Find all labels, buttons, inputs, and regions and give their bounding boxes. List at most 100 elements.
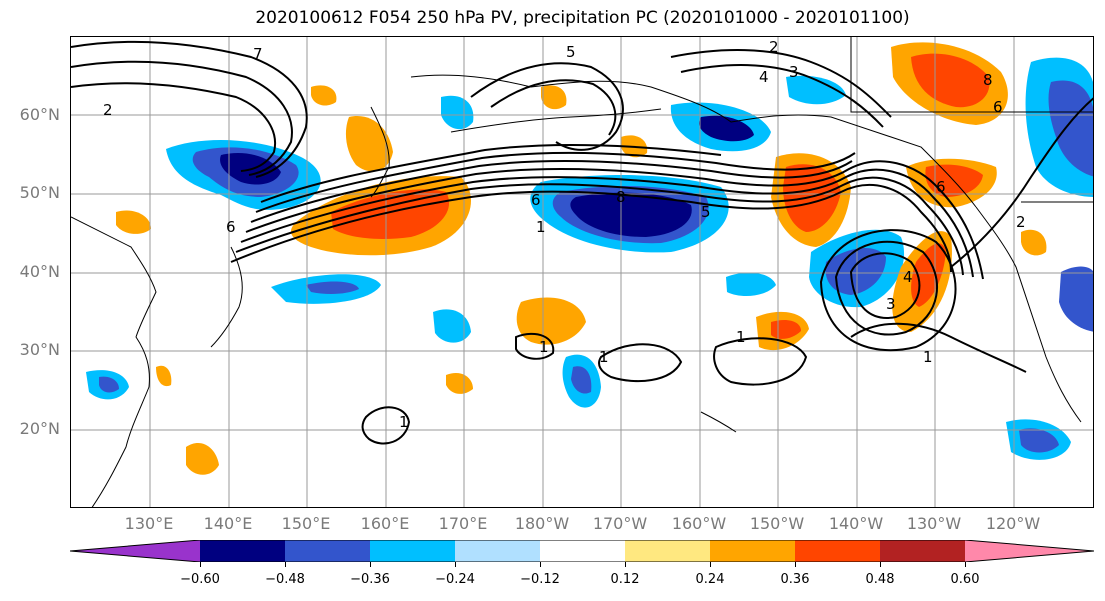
lon-label-180w: 180°W [514,514,570,533]
colorbar-bin-extend-low [70,540,200,562]
pv-contour-east-cyclone-2 [834,240,938,336]
pv-contour-closed-3 [361,406,411,445]
lon-label-150e: 150°E [281,514,331,533]
colorbar-tick-6 [625,562,626,567]
pv-contour-east-cyclone-3 [819,229,957,352]
pv-contour-jet-3 [240,168,974,278]
colorbar-bin-2 [285,540,370,562]
contour-label-4-north: 4 [759,68,769,86]
neg-anomaly-small-h [441,95,474,130]
colorbar-label-024: 0.24 [695,572,725,587]
colorbar-tick-3 [370,562,371,567]
neg-anomaly-east-cyclone-core [825,247,886,295]
lon-label-160e: 160°E [360,514,410,533]
contour-label-7: 7 [253,45,263,63]
neg-anomaly-small-a-core [306,281,359,294]
contour-label-1-e: 1 [923,348,933,366]
colorbar-label-048: 0.48 [865,572,895,587]
pv-contour-jet-2 [235,176,964,276]
coastline-japan [210,246,243,348]
colorbar-bin-4 [455,540,540,562]
colorbar-label-neg060: −0.60 [180,572,220,587]
colorbar-label-012: 0.12 [610,572,640,587]
colorbar-bin-1 [200,540,285,562]
contour-label-3-north: 3 [789,63,799,81]
contour-label-5-north: 5 [566,43,576,61]
colorbar-label-060: 0.60 [950,572,980,587]
pv-contour-jet-6 [255,151,856,213]
lat-label-20: 20°N [19,419,60,438]
contour-label-3-cyclone: 3 [886,295,896,313]
colorbar-bins [70,540,1094,562]
pv-contour-jet-4 [245,160,984,280]
colorbar-label-036: 0.36 [780,572,810,587]
colorbar-tick-8 [795,562,796,567]
pv-contour-east-north-3 [950,97,1093,268]
neg-anomaly-northeast-core [1048,80,1093,177]
coastline-asia [71,216,157,507]
lat-label-40: 40°N [19,262,60,281]
contour-label-8-ne: 8 [983,71,993,89]
lon-label-140e: 140°E [203,514,253,533]
pv-contour-jet-5 [250,159,853,223]
graticule [71,37,1093,507]
colorbar-bin-9 [880,540,965,562]
lon-label-130e: 130°E [124,514,174,533]
neg-anomaly-small-c-core [571,366,592,394]
lon-label-140w: 140°W [828,514,884,533]
contour-label-6-mid: 6 [531,191,541,209]
pv-contour-east-north [670,49,892,118]
colorbar-tick-4 [455,562,456,567]
pos-anomaly-small-g [1021,229,1047,256]
colorbar-tick-2 [285,562,286,567]
contour-label-1-c: 1 [736,328,746,346]
colorbar-tick-10 [965,562,966,567]
pos-anomaly-small-b [186,443,219,475]
lon-label-160w: 160°W [671,514,727,533]
contour-label-1-a: 1 [539,338,549,356]
colorbar-bin-3 [370,540,455,562]
contour-label-1-d: 1 [399,413,409,431]
lon-label-130w: 130°W [906,514,962,533]
colorbar-label-neg024: −0.24 [435,572,475,587]
lon-label-120w: 120°W [985,514,1041,533]
lon-label-170w: 170°W [592,514,648,533]
contour-label-6-ne: 6 [993,98,1003,116]
lat-label-60: 60°N [19,105,60,124]
coastline-aleutians [450,108,662,133]
pv-contour-east-north-2 [680,64,884,128]
pv-contour-jet-1 [230,183,952,273]
neg-anomaly-small-b [433,309,471,343]
lat-label-30: 30°N [19,340,60,359]
pv-contour-east-cyclone [849,252,921,319]
pos-anomaly-small-d [541,85,567,110]
pos-anomaly-small-c [156,365,172,387]
contour-label-4-cyclone: 4 [903,268,913,286]
figure-title: 2020100612 F054 250 hPa PV, precipitatio… [255,8,910,28]
contour-label-2-east: 2 [1016,213,1026,231]
contour-label-6-west: 6 [226,218,236,236]
contour-label-5-mid: 5 [701,203,711,221]
colorbar-tick-1 [200,562,201,567]
pos-anomaly-northeast-core [911,53,990,108]
neg-anomaly-small-e-core [99,376,119,393]
pv-contour-north-wave [71,40,308,178]
neg-anomaly-small-g [786,75,846,105]
pos-anomaly-small-f [311,85,337,106]
pv-contour-northeast-arc-2 [490,79,617,136]
neg-anomaly-gulf-alaska-core [699,115,754,142]
colorbar-label-neg012: −0.12 [520,572,560,587]
colorbar-bin-8 [795,540,880,562]
neg-anomaly-west-coast [1059,266,1093,332]
pos-anomaly-small-a [446,372,473,394]
colorbar-tick-7 [710,562,711,567]
colorbar-bin-extend-high [965,540,1094,562]
contour-label-1-jet: 1 [536,218,546,236]
contour-label-2-north: 2 [769,38,779,56]
contour-label-6-east: 6 [936,178,946,196]
coastline-kamchatka [370,106,390,198]
pos-anomaly-mid-a [516,297,586,345]
lon-label-150w: 150°W [749,514,805,533]
lat-label-50: 50°N [19,183,60,202]
map-canvas: 7 2 5 2 4 3 6 8 6 6 5 8 6 1 4 3 1 1 1 1 … [71,37,1093,507]
